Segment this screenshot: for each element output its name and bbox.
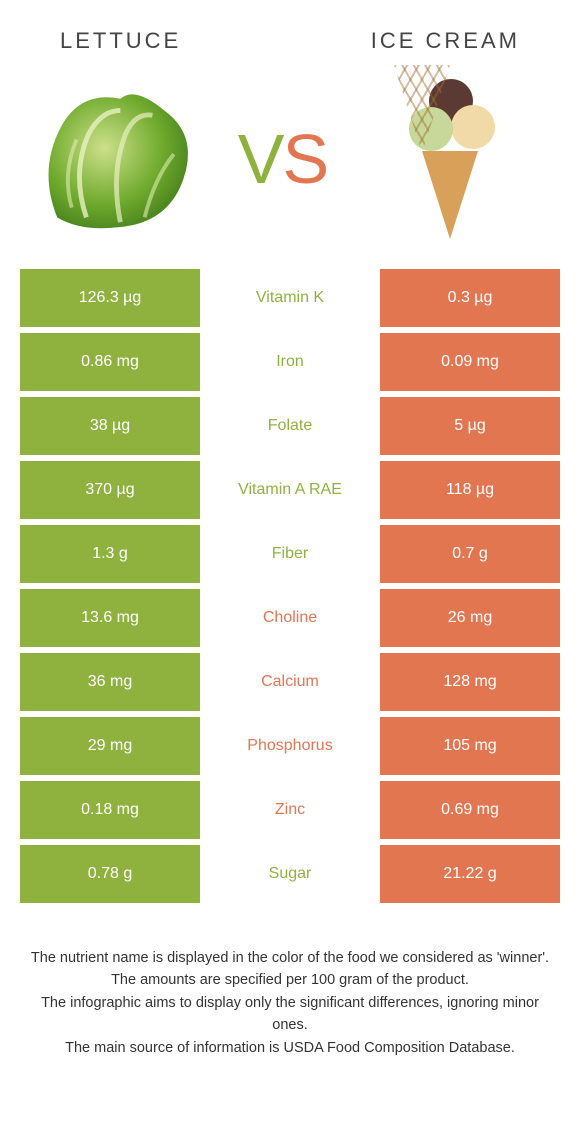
- left-value: 0.18 mg: [20, 781, 200, 839]
- footnotes: The nutrient name is displayed in the co…: [26, 947, 554, 1059]
- right-value: 0.69 mg: [380, 781, 560, 839]
- nutrient-label: Sugar: [200, 845, 380, 903]
- footnote-line: The main source of information is USDA F…: [26, 1037, 554, 1059]
- lettuce-icon: [25, 79, 205, 239]
- header: LETTUCE ICE CREAM: [0, 0, 580, 54]
- right-value: 0.09 mg: [380, 333, 560, 391]
- footnote-line: The nutrient name is displayed in the co…: [26, 947, 554, 969]
- right-value: 0.7 g: [380, 525, 560, 583]
- nutrient-label: Zinc: [200, 781, 380, 839]
- table-row: 13.6 mgCholine26 mg: [20, 589, 560, 647]
- left-value: 29 mg: [20, 717, 200, 775]
- icecream-icon: [360, 79, 540, 239]
- right-value: 118 µg: [380, 461, 560, 519]
- nutrient-label: Vitamin K: [200, 269, 380, 327]
- table-row: 29 mgPhosphorus105 mg: [20, 717, 560, 775]
- left-food-title: LETTUCE: [60, 28, 181, 54]
- nutrient-label: Calcium: [200, 653, 380, 711]
- left-value: 0.78 g: [20, 845, 200, 903]
- nutrient-label: Fiber: [200, 525, 380, 583]
- table-row: 126.3 µgVitamin K0.3 µg: [20, 269, 560, 327]
- right-value: 26 mg: [380, 589, 560, 647]
- right-value: 5 µg: [380, 397, 560, 455]
- nutrient-label: Folate: [200, 397, 380, 455]
- left-value: 126.3 µg: [20, 269, 200, 327]
- images-row: VS: [0, 54, 580, 269]
- footnote-line: The amounts are specified per 100 gram o…: [26, 969, 554, 991]
- table-row: 1.3 gFiber0.7 g: [20, 525, 560, 583]
- vs-label: VS: [238, 119, 327, 199]
- table-row: 36 mgCalcium128 mg: [20, 653, 560, 711]
- right-value: 105 mg: [380, 717, 560, 775]
- left-value: 13.6 mg: [20, 589, 200, 647]
- nutrient-label: Vitamin A RAE: [200, 461, 380, 519]
- left-value: 36 mg: [20, 653, 200, 711]
- left-value: 370 µg: [20, 461, 200, 519]
- table-row: 0.86 mgIron0.09 mg: [20, 333, 560, 391]
- footnote-line: The infographic aims to display only the…: [26, 992, 554, 1037]
- right-value: 128 mg: [380, 653, 560, 711]
- table-row: 0.18 mgZinc0.69 mg: [20, 781, 560, 839]
- right-value: 21.22 g: [380, 845, 560, 903]
- right-value: 0.3 µg: [380, 269, 560, 327]
- table-row: 38 µgFolate5 µg: [20, 397, 560, 455]
- nutrient-label: Iron: [200, 333, 380, 391]
- left-value: 1.3 g: [20, 525, 200, 583]
- table-row: 370 µgVitamin A RAE118 µg: [20, 461, 560, 519]
- table-row: 0.78 gSugar21.22 g: [20, 845, 560, 903]
- nutrient-label: Phosphorus: [200, 717, 380, 775]
- vs-v: V: [238, 120, 283, 198]
- left-value: 0.86 mg: [20, 333, 200, 391]
- nutrient-label: Choline: [200, 589, 380, 647]
- left-value: 38 µg: [20, 397, 200, 455]
- comparison-table: 126.3 µgVitamin K0.3 µg 0.86 mgIron0.09 m…: [20, 269, 560, 909]
- vs-s: S: [283, 120, 328, 198]
- right-food-title: ICE CREAM: [371, 28, 520, 54]
